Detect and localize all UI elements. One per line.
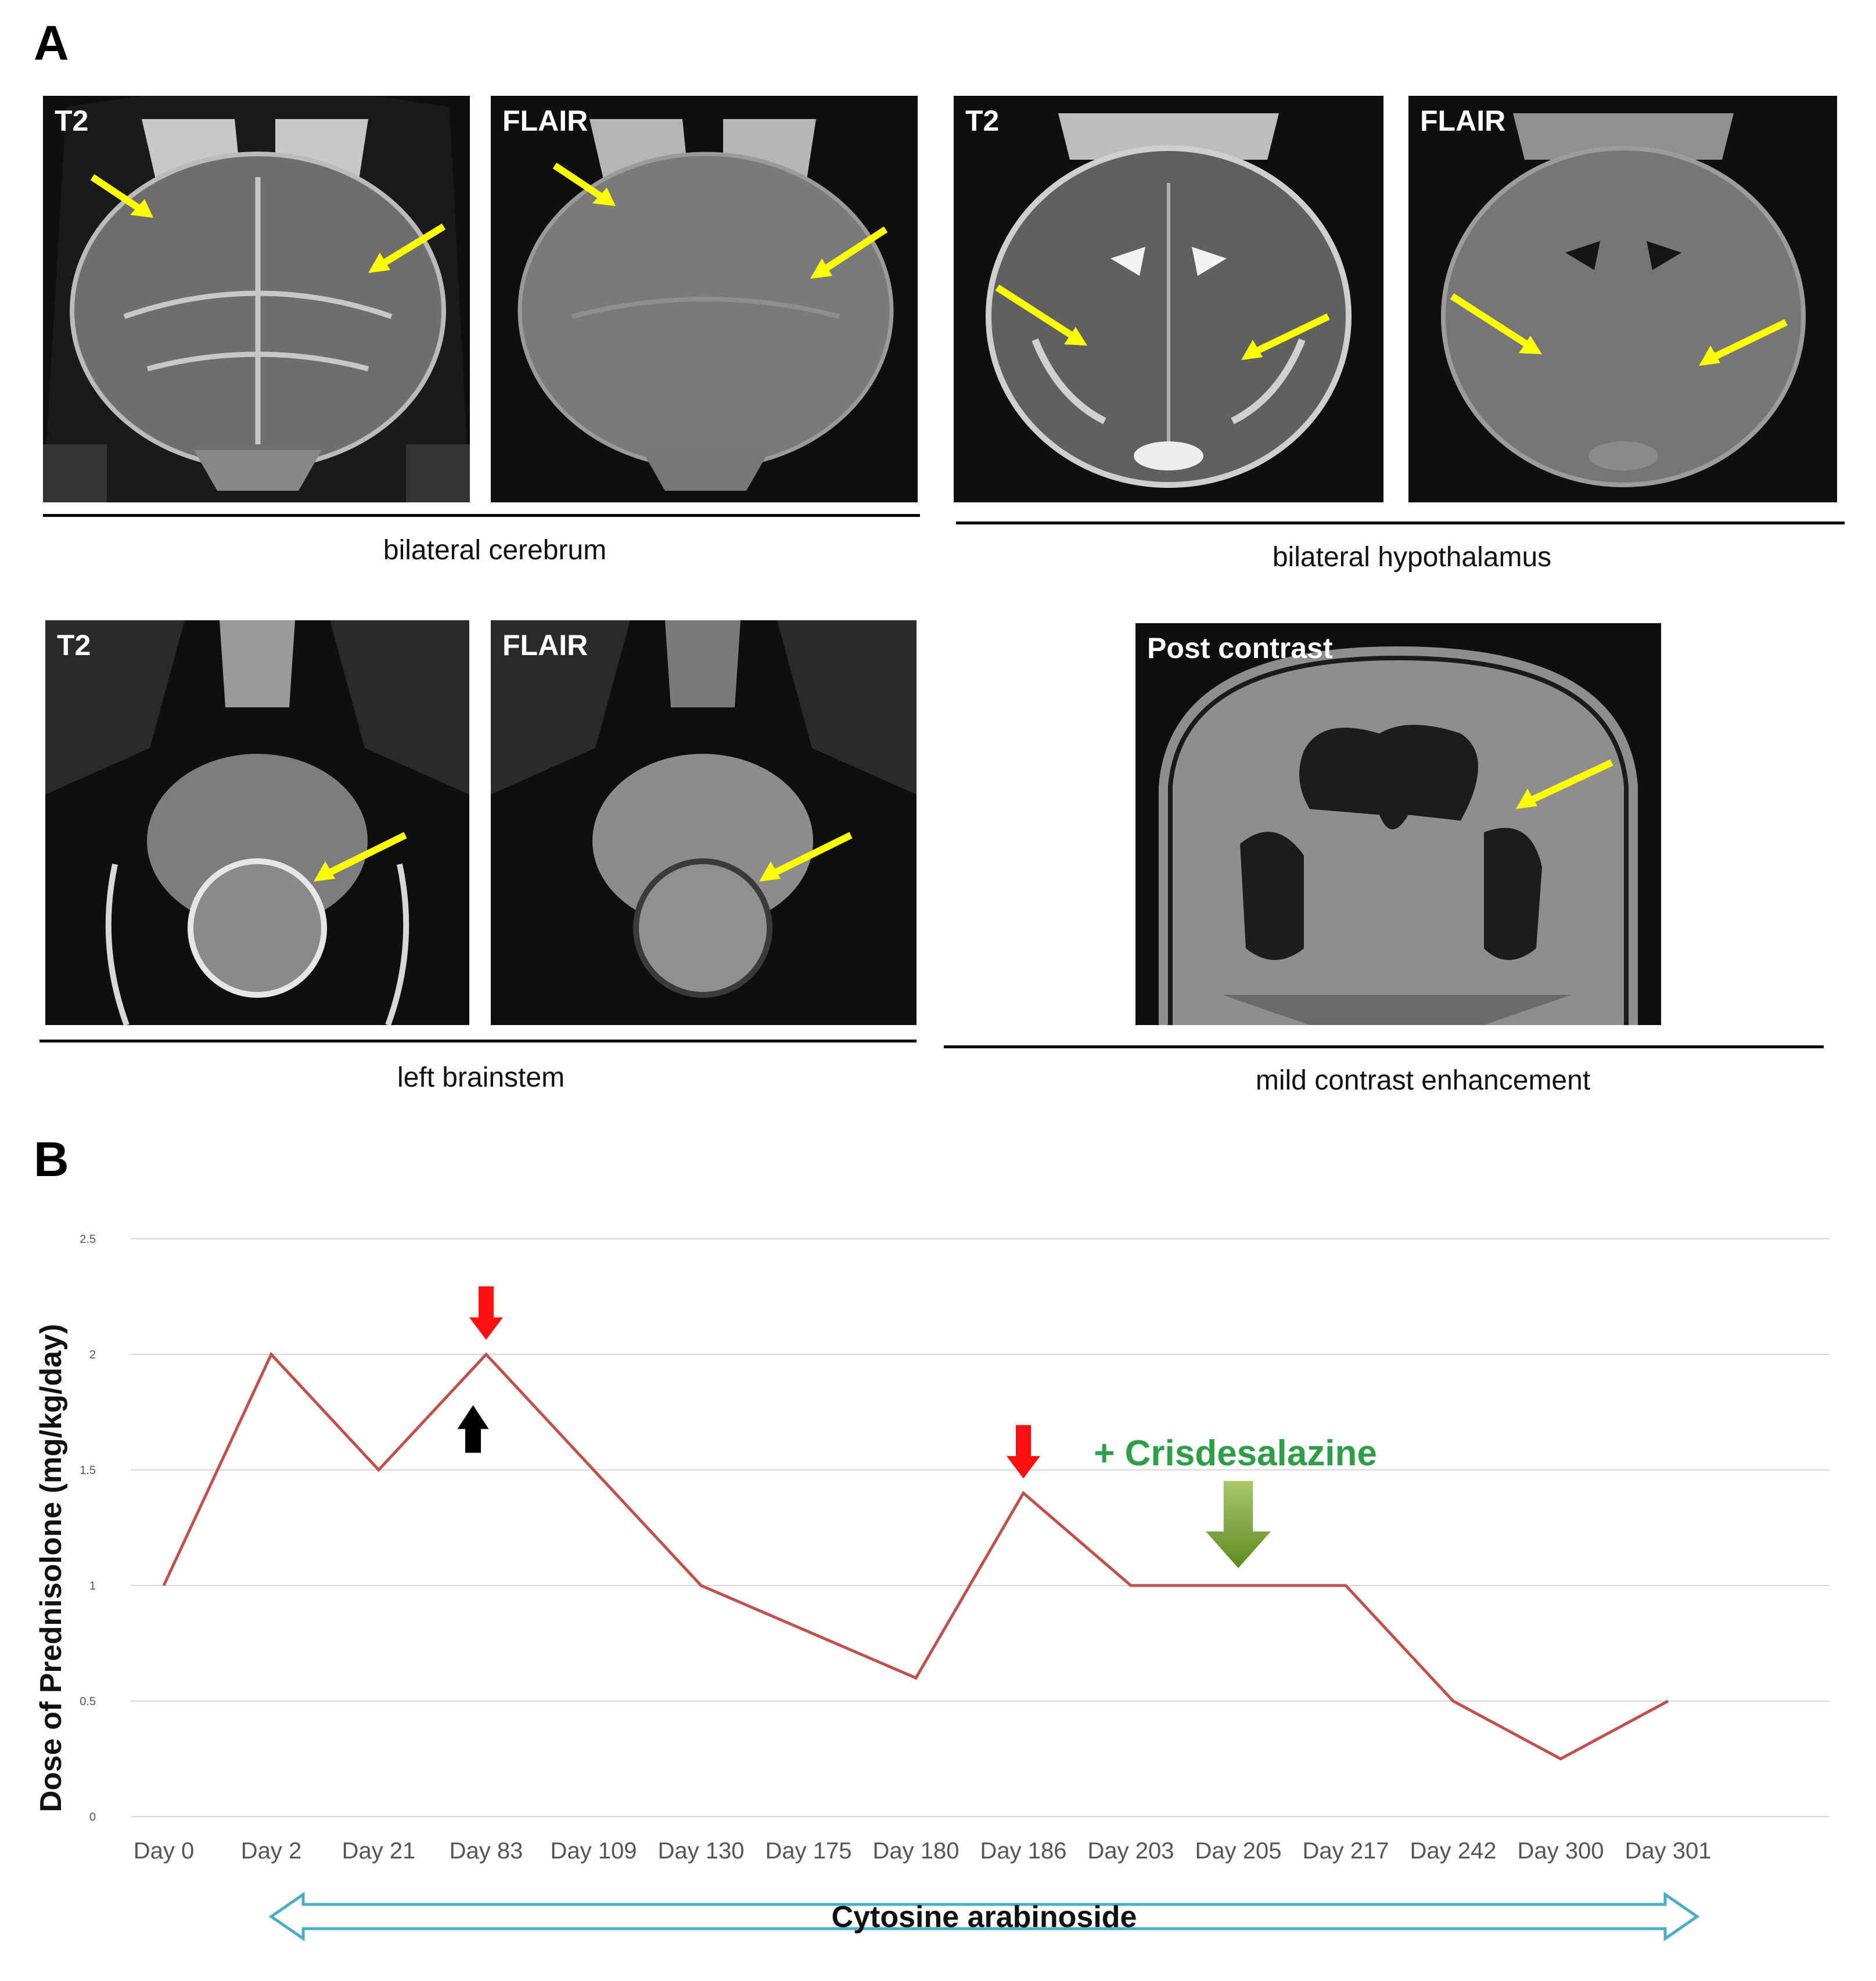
prednisolone-chart: 0 0.5 1 1.5 2 2.5 Day 0 Day 2 Day 21 Day 83 Day 1… <box>34 1233 1830 1942</box>
caption-cerebrum: bilateral cerebrum <box>383 535 607 566</box>
sequence-label: FLAIR <box>502 105 588 137</box>
red-down-arrow <box>1007 1425 1040 1479</box>
range-band: Cytosine arabinoside <box>268 1892 1700 1942</box>
caption-rule <box>39 1040 917 1042</box>
y-tick-label: 1.5 <box>80 1464 96 1477</box>
mri-image <box>45 620 469 1025</box>
y-axis-label: Dose of Prednisolone (mg/kg/day) <box>34 1324 68 1813</box>
mri-post-contrast: Post contrast <box>1135 623 1661 1025</box>
y-axis-ticks: 0 0.5 1 1.5 2 2.5 <box>80 1233 96 1824</box>
x-tick-label: Day 175 <box>766 1838 852 1864</box>
mri-hypothalamus-flair: FLAIR <box>1408 96 1837 502</box>
series-line <box>162 1351 1669 1761</box>
mri-brainstem-t2: T2 <box>45 620 469 1025</box>
x-tick-label: Day 2 <box>241 1838 302 1864</box>
caption-rule <box>944 1045 1824 1048</box>
panel-a-letter: A <box>34 16 69 70</box>
x-tick-label: Day 83 <box>450 1838 523 1864</box>
x-axis-ticks: Day 0 Day 2 Day 21 Day 83 Day 109 Day 130 Day … <box>134 1838 1712 1864</box>
mri-cerebrum-flair: FLAIR <box>491 96 918 502</box>
sequence-label: T2 <box>57 629 91 661</box>
mri-cerebrum-t2: T2 <box>43 96 470 502</box>
sequence-label: FLAIR <box>502 629 588 661</box>
mri-brainstem-flair: FLAIR <box>491 620 917 1025</box>
x-tick-label: Day 21 <box>342 1838 416 1864</box>
range-band-arrow <box>268 1892 1700 1942</box>
sequence-label: T2 <box>55 105 89 137</box>
sequence-label: T2 <box>965 105 1000 137</box>
x-tick-label: Day 217 <box>1303 1838 1389 1864</box>
sequence-label: FLAIR <box>1420 105 1506 137</box>
x-tick-label: Day 203 <box>1088 1838 1174 1864</box>
mri-image <box>1159 646 1638 1025</box>
mri-image <box>491 620 917 998</box>
y-tick-label: 2.5 <box>80 1233 96 1246</box>
crisdesalazine-label: + Crisdesalazine <box>1094 1433 1377 1473</box>
panel-b-letter: B <box>34 1132 69 1187</box>
x-tick-label: Day 242 <box>1410 1838 1497 1864</box>
black-up-arrow <box>457 1405 489 1453</box>
caption-contrast: mild contrast enhancement <box>1255 1065 1591 1096</box>
annotation-layer: + Crisdesalazine <box>457 1286 1377 1568</box>
mri-image <box>43 96 470 502</box>
y-tick-label: 2 <box>89 1349 96 1361</box>
caption-rule <box>956 522 1845 524</box>
x-tick-label: Day 300 <box>1518 1838 1604 1864</box>
mri-image <box>517 119 894 491</box>
y-tick-label: 0 <box>89 1811 96 1824</box>
x-tick-label: Day 180 <box>873 1838 959 1864</box>
caption-hypothalamus: bilateral hypothalamus <box>1272 542 1552 573</box>
mri-image <box>1441 113 1806 487</box>
mri-hypothalamus-t2: T2 <box>954 96 1383 502</box>
x-tick-label: Day 205 <box>1195 1838 1282 1864</box>
x-tick-label: Day 0 <box>134 1838 195 1864</box>
mri-image <box>986 113 1352 488</box>
grid-lines <box>131 1238 1830 1817</box>
x-tick-label: Day 301 <box>1625 1838 1712 1864</box>
x-tick-label: Day 186 <box>980 1838 1067 1864</box>
series-layer <box>162 1351 1669 1761</box>
caption-rule <box>43 514 920 517</box>
green-down-arrow <box>1206 1481 1271 1568</box>
x-tick-label: Day 109 <box>551 1838 637 1864</box>
x-tick-label: Day 130 <box>658 1838 745 1864</box>
y-tick-label: 0.5 <box>80 1695 96 1708</box>
y-tick-label: 1 <box>89 1580 96 1592</box>
sequence-label: Post contrast <box>1147 632 1333 664</box>
caption-brainstem: left brainstem <box>397 1062 565 1093</box>
range-band-label: Cytosine arabinoside <box>832 1900 1137 1934</box>
red-down-arrow <box>469 1286 503 1340</box>
